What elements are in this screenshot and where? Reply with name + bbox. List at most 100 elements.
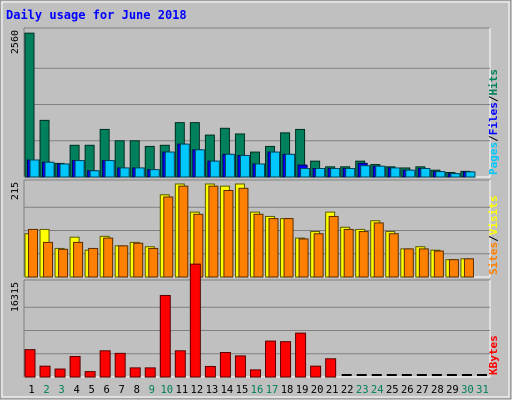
day-label-6: 6	[104, 384, 110, 396]
bar-pages-day-2	[44, 161, 55, 178]
day-label-8: 8	[134, 384, 140, 396]
bar-pages-day-14	[224, 153, 235, 178]
day-label-12: 12	[191, 384, 204, 396]
bar-pages-day-12	[194, 149, 205, 178]
day-label-11: 11	[176, 384, 189, 396]
bar-sites-day-15	[238, 187, 249, 278]
day-label-22: 22	[341, 384, 354, 396]
axis-max-label: 215	[10, 182, 21, 200]
bar-sites-day-11	[178, 185, 189, 278]
bar-kbytes-day-9	[144, 367, 156, 378]
bar-sites-day-21	[328, 215, 339, 278]
bar-kbytes-day-18	[280, 341, 292, 378]
day-label-4: 4	[73, 384, 79, 396]
bar-sites-day-25	[388, 233, 399, 278]
bar-kbytes-day-17	[265, 340, 277, 378]
bar-pages-day-11	[179, 143, 190, 178]
bar-pages-day-21	[330, 168, 341, 178]
bar-pages-day-1	[29, 159, 40, 178]
day-label-19: 19	[296, 384, 309, 396]
bar-kbytes-day-5	[84, 371, 96, 378]
bar-sites-day-4	[73, 241, 84, 278]
day-label-15: 15	[236, 384, 249, 396]
side-label-part: /	[487, 95, 500, 102]
bar-sites-day-14	[223, 189, 234, 278]
side-label-part: KBytes	[487, 335, 500, 375]
bar-pages-day-7	[119, 167, 130, 178]
bar-pages-day-8	[134, 167, 145, 178]
side-label-part: Pages	[487, 142, 500, 175]
day-label-13: 13	[206, 384, 219, 396]
day-label-31: 31	[476, 384, 489, 396]
bar-sites-day-24	[373, 222, 384, 278]
day-label-28: 28	[431, 384, 444, 396]
day-label-27: 27	[416, 384, 429, 396]
day-label-2: 2	[43, 384, 49, 396]
bar-sites-day-3	[58, 248, 69, 278]
bar-kbytes-day-1	[24, 349, 36, 378]
bar-pages-day-5	[89, 170, 100, 178]
bar-pages-day-26	[405, 169, 416, 178]
day-label-16: 16	[251, 384, 264, 396]
bar-pages-day-20	[315, 168, 326, 178]
side-label-part: /	[487, 235, 500, 242]
bar-kbytes-day-15	[234, 355, 246, 378]
day-label-17: 17	[266, 384, 279, 396]
bar-sites-day-1	[28, 228, 38, 278]
side-label-kbytes: KBytes	[487, 335, 500, 375]
bar-pages-day-27	[420, 168, 431, 178]
bar-sites-day-9	[148, 247, 159, 278]
day-label-24: 24	[371, 384, 384, 396]
day-label-21: 21	[326, 384, 339, 396]
bar-kbytes-day-29	[446, 374, 457, 376]
day-label-26: 26	[401, 384, 414, 396]
day-label-3: 3	[58, 384, 64, 396]
side-label-part: Files	[487, 102, 500, 135]
bar-kbytes-day-21	[325, 358, 337, 378]
day-label-10: 10	[160, 384, 173, 396]
bar-kbytes-day-22	[341, 374, 352, 376]
day-label-14: 14	[221, 384, 234, 396]
bar-kbytes-day-6	[99, 350, 111, 378]
day-label-9: 9	[149, 384, 155, 396]
day-label-29: 29	[446, 384, 459, 396]
bar-sites-day-19	[298, 238, 309, 278]
bar-pages-day-10	[164, 151, 175, 178]
bar-pages-day-3	[59, 163, 70, 178]
bar-kbytes-day-7	[114, 352, 126, 378]
bar-pages-day-18	[285, 153, 296, 178]
bar-kbytes-day-10	[159, 294, 171, 378]
bar-hits-day-1	[24, 32, 35, 178]
bar-kbytes-day-31	[476, 374, 487, 376]
bar-sites-day-18	[283, 218, 294, 278]
axis-max-label: 16315	[10, 282, 21, 312]
side-label-hits: Pages/Files/Hits	[487, 69, 500, 175]
axis-max-label: 2560	[10, 30, 21, 54]
day-label-30: 30	[461, 384, 474, 396]
bar-pages-day-28	[435, 171, 446, 178]
bar-kbytes-day-19	[295, 332, 307, 378]
bar-kbytes-day-13	[204, 365, 216, 378]
day-label-20: 20	[311, 384, 324, 396]
day-label-7: 7	[119, 384, 125, 396]
bar-pages-day-29	[450, 173, 461, 178]
side-label-part: Sites	[487, 242, 500, 275]
bar-pages-day-23	[360, 165, 371, 178]
bar-sites-day-17	[268, 218, 279, 278]
plot-area-kbytes	[24, 280, 490, 377]
bar-kbytes-day-27	[416, 374, 427, 376]
bar-kbytes-day-8	[129, 367, 141, 378]
bar-pages-day-17	[270, 151, 281, 178]
bar-sites-day-2	[43, 241, 54, 278]
bar-kbytes-day-12	[189, 263, 201, 378]
bar-sites-day-28	[433, 250, 444, 278]
bar-pages-day-4	[74, 160, 85, 178]
day-label-1: 1	[28, 384, 34, 396]
bar-kbytes-day-26	[401, 374, 412, 376]
bar-kbytes-day-20	[310, 365, 322, 378]
bar-sites-day-26	[403, 248, 414, 278]
bar-pages-day-13	[209, 160, 220, 178]
side-label-part: /	[487, 135, 500, 142]
day-label-5: 5	[88, 384, 94, 396]
